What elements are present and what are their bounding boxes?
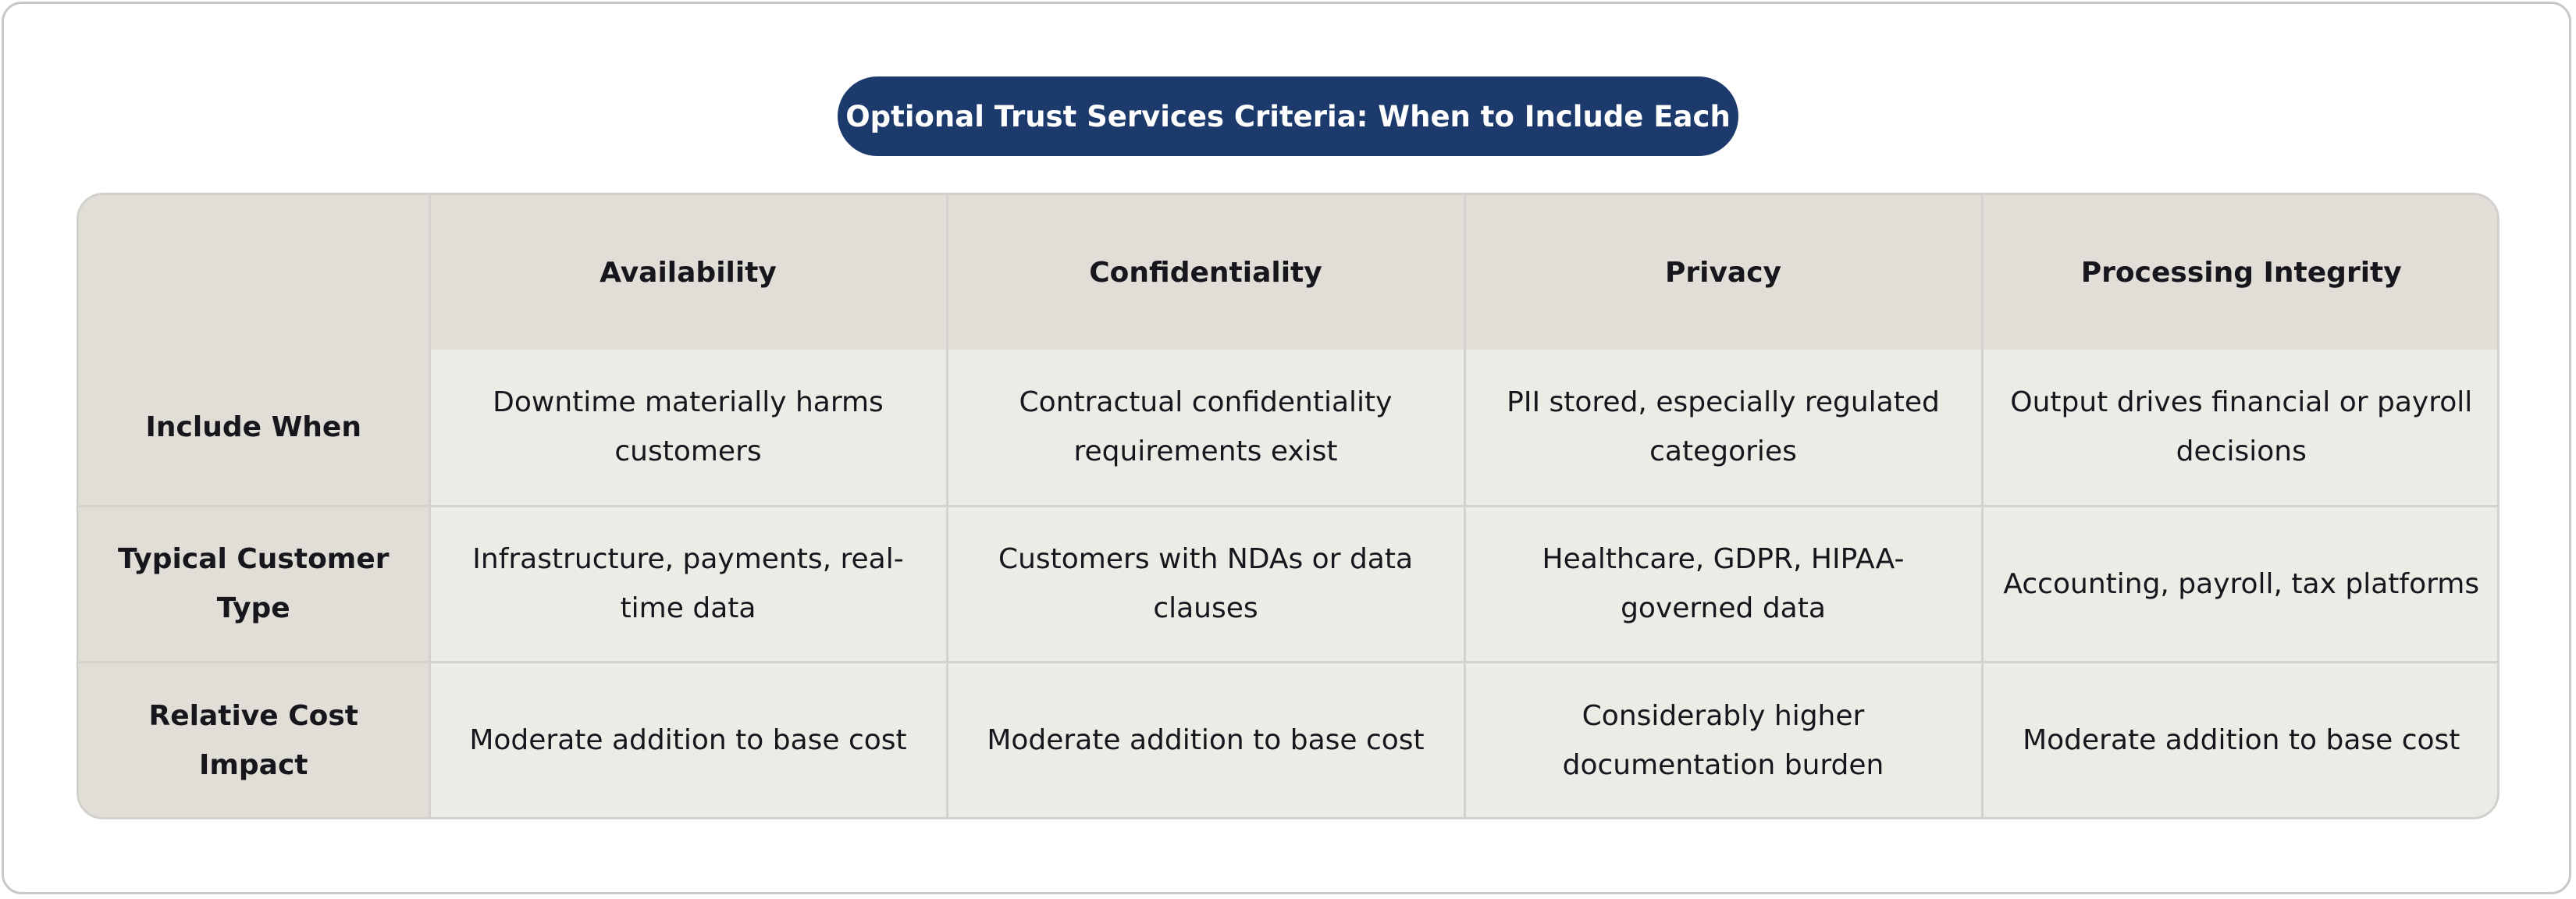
table-cell: Moderate addition to base cost (945, 660, 1466, 817)
table-row: Typical Customer Type Infrastructure, pa… (79, 504, 2497, 663)
column-header-confidentiality: Confidentiality (945, 195, 1466, 350)
row-header-relative-cost-impact: Relative Cost Impact (79, 660, 431, 817)
column-header-privacy: Privacy (1463, 195, 1984, 350)
table-cell: Customers with NDAs or data clauses (945, 504, 1466, 663)
table-header-row: Availability Confidentiality Privacy Pro… (79, 195, 2497, 350)
criteria-table: Availability Confidentiality Privacy Pro… (79, 195, 2497, 817)
row-header-typical-customer-type: Typical Customer Type (79, 504, 431, 663)
table-cell: Accounting, payroll, tax platforms (1980, 504, 2497, 663)
table-cell: Moderate addition to base cost (1980, 660, 2497, 817)
table-cell: Healthcare, GDPR, HIPAA-governed data (1463, 504, 1984, 663)
table-cell: Moderate addition to base cost (428, 660, 948, 817)
table-cell: Output drives financial or payroll decis… (1980, 350, 2497, 507)
table-cell: Considerably higher documentation burden (1463, 660, 1984, 817)
table-cell: Downtime materially harms customers (428, 350, 948, 507)
table-cell: Infrastructure, payments, real-time data (428, 504, 948, 663)
page-title: Optional Trust Services Criteria: When t… (838, 76, 1738, 156)
table-row: Include When Downtime materially harms c… (79, 350, 2497, 507)
column-header-processing-integrity: Processing Integrity (1980, 195, 2497, 350)
table-cell: PII stored, especially regulated categor… (1463, 350, 1984, 507)
table-cell: Contractual confidentiality requirements… (945, 350, 1466, 507)
criteria-table-container: Availability Confidentiality Privacy Pro… (76, 193, 2500, 819)
table-corner-cell (79, 195, 431, 350)
table-row: Relative Cost Impact Moderate addition t… (79, 660, 2497, 817)
column-header-availability: Availability (428, 195, 948, 350)
row-header-include-when: Include When (79, 350, 431, 507)
